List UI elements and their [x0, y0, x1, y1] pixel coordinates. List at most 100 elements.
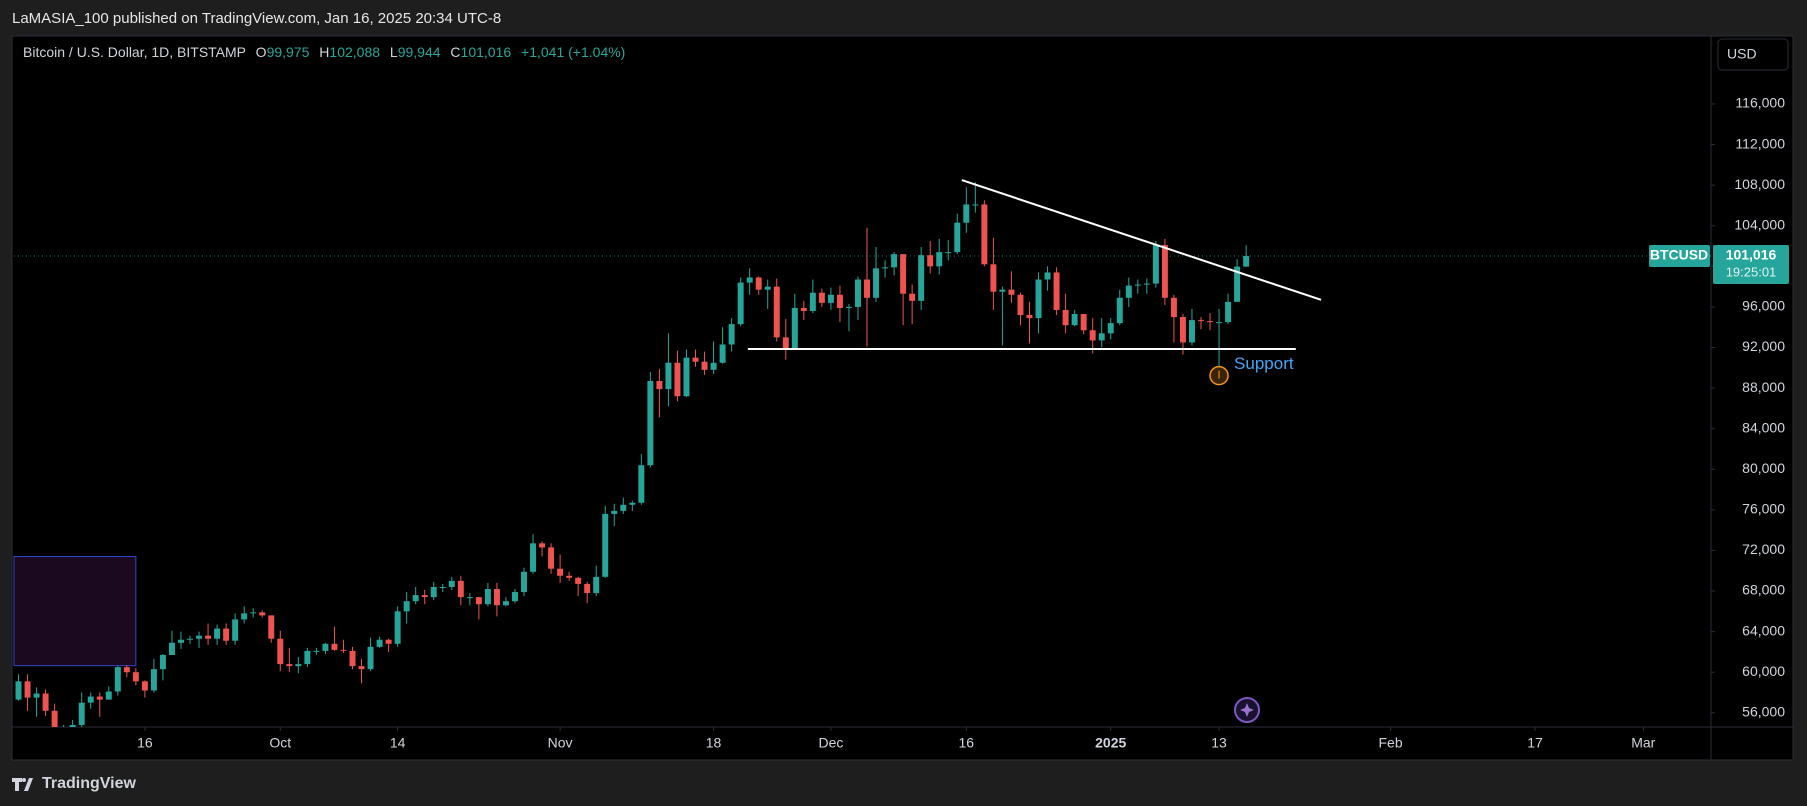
candle-body — [484, 589, 491, 605]
x-tick-label: 17 — [1527, 735, 1543, 751]
candle-body — [521, 571, 527, 593]
symbol-tag: BTCUSD — [1650, 247, 1708, 263]
candle-body — [764, 286, 771, 290]
candle-body — [864, 279, 870, 298]
candle-body — [1234, 266, 1241, 302]
legend-open: 99,975 — [267, 44, 310, 60]
x-tick-label: Nov — [548, 735, 573, 751]
legend-low: 99,944 — [398, 44, 441, 60]
footer-brand: TradingView — [42, 775, 137, 792]
candle-body — [800, 307, 807, 311]
candle-body — [358, 666, 365, 670]
candle-body — [87, 696, 94, 703]
chart-background — [11, 35, 1794, 761]
y-tick-label: 64,000 — [1742, 622, 1785, 638]
candle-body — [782, 337, 789, 349]
candle-body — [1152, 245, 1159, 284]
candle-body — [674, 362, 681, 397]
candle-body — [836, 294, 843, 308]
candle-body — [656, 380, 663, 390]
y-tick-label: 76,000 — [1742, 501, 1785, 517]
price-tag: 101,016 — [1726, 247, 1777, 263]
candle-body — [232, 619, 239, 641]
candle-body — [1026, 315, 1033, 319]
legend-c: C — [450, 44, 460, 60]
candle-body — [530, 543, 537, 572]
candle-body — [349, 650, 356, 667]
y-tick-label: 88,000 — [1742, 379, 1785, 395]
logo-dot — [22, 778, 26, 782]
candle-body — [123, 667, 130, 673]
candle-body — [69, 724, 76, 727]
candle-body — [141, 681, 148, 691]
y-tick-label: 108,000 — [1734, 176, 1785, 192]
currency-label[interactable]: USD — [1727, 46, 1757, 62]
y-tick-label: 84,000 — [1742, 419, 1785, 435]
candle-body — [629, 502, 636, 505]
legend-high: 102,088 — [329, 44, 380, 60]
candle-body — [620, 504, 627, 511]
legend-symbol: Bitcoin / U.S. Dollar, 1D, BITSTAMP — [23, 44, 246, 60]
y-tick-label: 68,000 — [1742, 582, 1785, 598]
candle-body — [809, 292, 816, 311]
candle-body — [972, 204, 979, 206]
candle-body — [999, 289, 1006, 292]
annotation-text: Support — [1234, 354, 1294, 373]
candle-body — [448, 580, 455, 587]
candle-body — [1044, 272, 1051, 280]
candle-body — [891, 254, 898, 268]
y-tick-label: 80,000 — [1742, 460, 1785, 476]
y-tick-label: 72,000 — [1742, 541, 1785, 557]
candle-body — [475, 597, 482, 605]
candle-body — [665, 362, 672, 390]
x-tick-label: Feb — [1378, 735, 1402, 751]
legend-change: +1,041 (+1.04%) — [521, 44, 625, 60]
candle-body — [791, 307, 798, 349]
candle-body — [755, 277, 762, 290]
y-tick-label: 60,000 — [1742, 663, 1785, 679]
candle-body — [873, 268, 880, 298]
candle-body — [511, 592, 518, 602]
candle-body — [1243, 256, 1250, 267]
candle-body — [539, 543, 546, 548]
candle-body — [683, 357, 690, 397]
currency-button[interactable] — [1717, 38, 1789, 71]
candle-body — [1188, 320, 1195, 343]
candle-body — [737, 282, 744, 325]
candle-body — [1125, 285, 1132, 298]
candle-body — [385, 639, 392, 644]
candle-body — [114, 667, 121, 692]
candle-body — [132, 672, 139, 682]
candle-body — [882, 267, 889, 269]
candle-body — [367, 646, 374, 670]
countdown: 19:25:01 — [1726, 264, 1777, 279]
y-tick-label: 112,000 — [1735, 135, 1785, 151]
x-tick-label: 16 — [959, 735, 975, 751]
candle-body — [439, 586, 446, 588]
x-tick-label: 2025 — [1095, 735, 1126, 751]
candle-body — [1053, 272, 1060, 310]
candle-body — [340, 649, 347, 651]
candle-body — [1116, 297, 1123, 324]
candle-body — [638, 465, 645, 503]
y-tick-label: 104,000 — [1734, 216, 1785, 232]
candle-body — [421, 595, 428, 598]
candle-body — [575, 577, 582, 584]
candle-body — [963, 204, 970, 223]
x-tick-label: Dec — [818, 735, 843, 751]
candle-body — [159, 654, 166, 670]
candle-body — [1134, 284, 1141, 286]
candle-body — [692, 357, 699, 362]
candle-body — [584, 583, 591, 594]
y-tick-label: 116,000 — [1735, 95, 1785, 111]
candle-body — [322, 643, 329, 651]
candle-body — [457, 580, 464, 598]
candle-body — [502, 601, 509, 606]
zone-box — [13, 556, 137, 667]
candle-body — [719, 344, 726, 363]
y-tick-label: 56,000 — [1742, 703, 1785, 719]
symbol-tag-box — [1649, 245, 1710, 268]
candle-body — [33, 693, 40, 698]
candle-body — [1071, 314, 1078, 326]
